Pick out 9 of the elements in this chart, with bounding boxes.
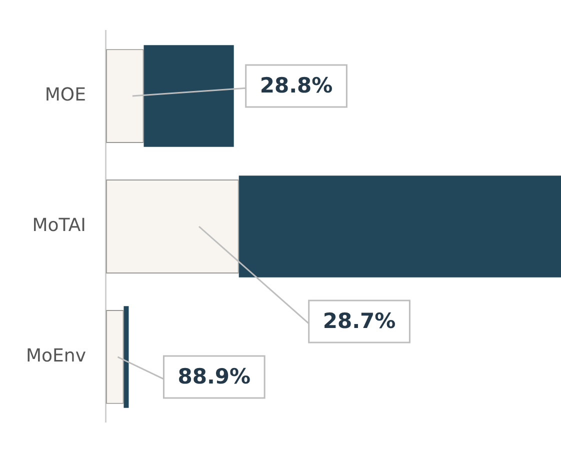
y-tick-label: MoEnv: [26, 346, 86, 367]
bar: [238, 176, 561, 278]
bar: [124, 306, 129, 408]
y-tick-label: MoTAI: [32, 215, 86, 236]
y-tick-label: MOE: [44, 84, 86, 106]
annotation: 28.8%: [260, 73, 333, 98]
annotation: 88.9%: [178, 364, 251, 388]
annotation: 28.7%: [322, 308, 396, 333]
bar: [144, 45, 234, 147]
